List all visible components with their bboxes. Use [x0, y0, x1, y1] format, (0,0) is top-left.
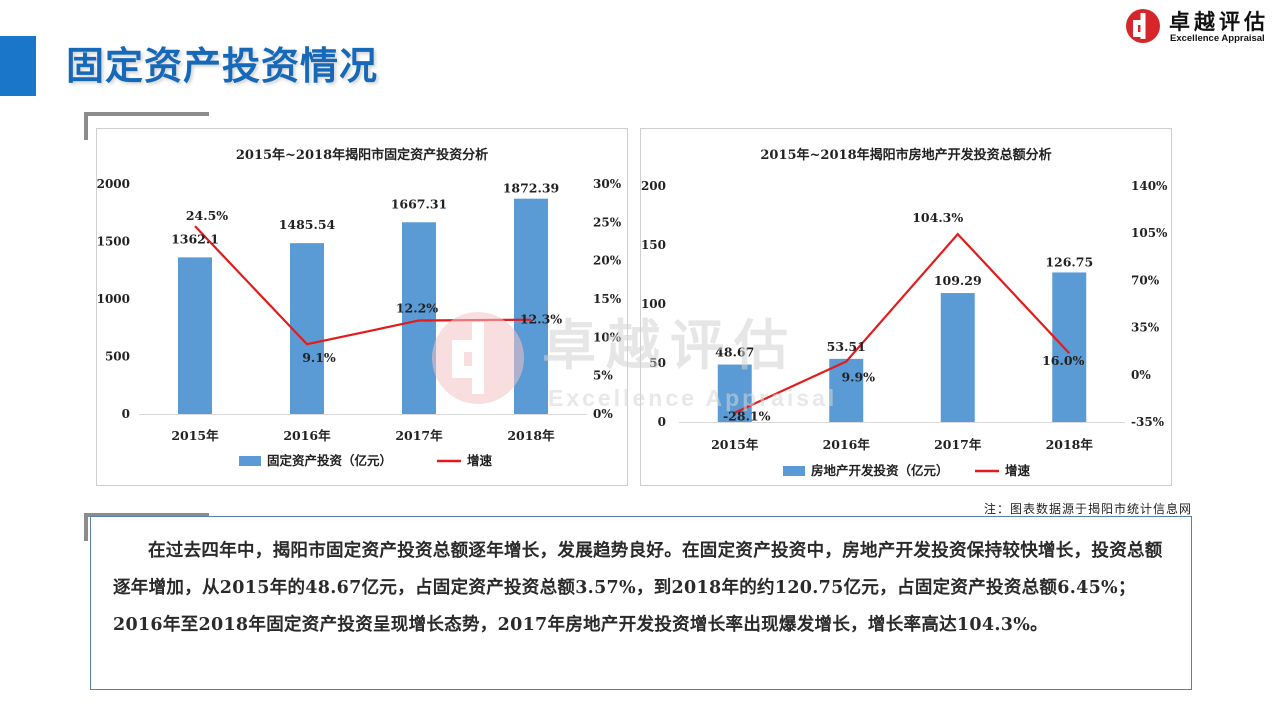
fixed-asset-chart: 2015年~2018年揭阳市固定资产投资分析 0 500 1000 1500 2000 0%…: [97, 147, 622, 468]
x-axis-tick-label: 2016年: [283, 428, 331, 443]
bar: [290, 243, 324, 414]
x-axis-tick-label: 2015年: [711, 437, 759, 452]
source-note: 注：图表数据源于揭阳市统计信息网: [983, 502, 1192, 516]
chart-corner-decoration: [84, 112, 209, 140]
bar: [402, 222, 436, 414]
logo-name-en: Excellence Appraisal: [1170, 33, 1265, 44]
text-corner-decoration: [84, 513, 209, 541]
chart-panel-real-estate: 2015年~2018年揭阳市房地产开发投资总额分析 0 50 100 150 200 -35…: [640, 128, 1172, 486]
chart-panel-fixed-assets: 2015年~2018年揭阳市固定资产投资分析 0 500 1000 1500 2000 0%…: [96, 128, 628, 486]
x-axis-tick-label: 2016年: [823, 437, 871, 452]
chart-title: 2015年~2018年揭阳市房地产开发投资总额分析: [760, 147, 1051, 163]
bar: [178, 257, 212, 414]
legend-bar-label: 固定资产投资（亿元）: [267, 453, 392, 468]
y-axis-tick-label: 1000: [97, 292, 130, 306]
y2-axis-tick-label: 20%: [593, 254, 622, 268]
y2-axis-tick-label: 70%: [1131, 273, 1160, 287]
bar-data-label: 126.75: [1045, 254, 1093, 269]
y-axis-tick-label: 50: [649, 356, 666, 370]
x-axis-tick-label: 2018年: [507, 428, 555, 443]
summary-text: 在过去四年中，揭阳市固定资产投资总额逐年增长，发展趋势良好。在固定资产投资中，房…: [113, 541, 1163, 635]
bar-data-label: 1667.31: [391, 196, 448, 211]
y2-axis-tick-label: -35%: [1131, 415, 1165, 429]
bar-data-label: 1485.54: [279, 217, 336, 232]
bar-data-label: 1872.39: [503, 181, 560, 196]
company-logo: 卓越评估 Excellence Appraisal: [1125, 6, 1275, 46]
logo-name-cn: 卓越评估: [1169, 10, 1269, 34]
real-estate-chart: 2015年~2018年揭阳市房地产开发投资总额分析 0 50 100 150 200 -35…: [641, 147, 1168, 478]
x-axis-tick-label: 2017年: [934, 437, 982, 452]
line-data-label: -28.1%: [723, 409, 771, 424]
line-data-label: 24.5%: [186, 208, 228, 223]
y-axis-tick-label: 200: [641, 179, 666, 193]
legend-bar-swatch: [239, 456, 261, 466]
legend-bar-swatch: [783, 466, 805, 476]
bar: [514, 198, 548, 414]
logo-mark-icon: [1126, 9, 1160, 43]
line-data-label: 9.1%: [302, 350, 336, 365]
y2-axis-tick-label: 25%: [593, 215, 622, 229]
y2-axis-tick-label: 10%: [593, 330, 622, 344]
y2-axis-tick-label: 5%: [593, 369, 613, 383]
page-title: 固定资产投资情况: [66, 44, 379, 88]
legend-line-label: 增速: [1005, 463, 1031, 478]
line-data-label: 16.0%: [1042, 353, 1084, 368]
y2-axis-tick-label: 30%: [593, 177, 622, 191]
y2-axis-tick-label: 15%: [593, 292, 622, 306]
summary-box: 在过去四年中，揭阳市固定资产投资总额逐年增长，发展趋势良好。在固定资产投资中，房…: [90, 516, 1192, 690]
x-axis-tick-label: 2015年: [171, 428, 219, 443]
line-data-label: 12.2%: [396, 300, 438, 315]
series-line: [194, 225, 532, 346]
bar-data-label: 53.51: [827, 339, 866, 354]
y2-axis-tick-label: 105%: [1131, 226, 1168, 240]
bar: [940, 293, 975, 422]
bar-data-label: 1362.1: [171, 231, 219, 246]
y-axis-tick-label: 2000: [97, 177, 130, 191]
chart-title: 2015年~2018年揭阳市固定资产投资分析: [236, 147, 488, 163]
bar: [829, 358, 864, 422]
bar-data-label: 48.67: [715, 345, 754, 360]
bar: [1052, 272, 1087, 422]
y2-axis-tick-label: 140%: [1131, 179, 1168, 193]
y-axis-tick-label: 100: [641, 297, 666, 311]
y-axis-tick-label: 0: [122, 407, 130, 421]
line-data-label: 12.3%: [520, 312, 562, 327]
y-axis-tick-label: 150: [641, 238, 666, 252]
bar-data-label: 109.29: [934, 273, 982, 288]
legend-bar-label: 房地产开发投资（亿元）: [811, 463, 949, 478]
y2-axis-tick-label: 35%: [1131, 321, 1160, 335]
y-axis-tick-label: 500: [105, 350, 130, 364]
x-axis-tick-label: 2018年: [1046, 437, 1094, 452]
series-line: [734, 232, 1071, 414]
line-data-label: 9.9%: [841, 369, 875, 384]
y2-axis-tick-label: 0%: [1131, 368, 1151, 382]
title-accent-bar: [0, 36, 36, 96]
y-axis-tick-label: 0: [658, 415, 666, 429]
line-data-label: 104.3%: [912, 210, 963, 225]
x-axis-tick-label: 2017年: [395, 428, 443, 443]
legend-line-label: 增速: [467, 453, 493, 468]
y2-axis-tick-label: 0%: [593, 407, 613, 421]
y-axis-tick-label: 1500: [97, 235, 130, 249]
